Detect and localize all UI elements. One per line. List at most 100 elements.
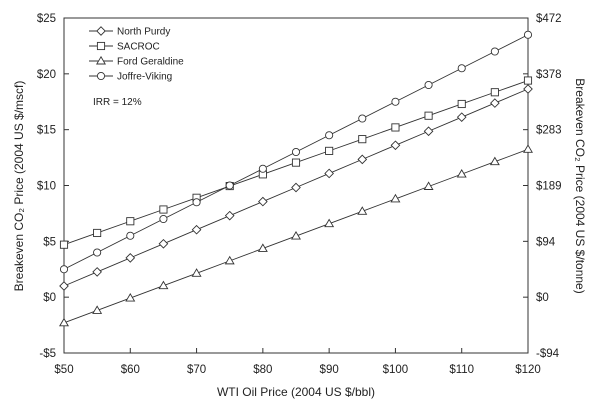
data-point-ford-geraldine: [158, 280, 169, 290]
y-tick-label: $10: [37, 181, 56, 193]
data-point-ford-geraldine: [523, 144, 533, 153]
legend-label-sacroc: SACROC: [117, 42, 160, 53]
data-point-ford-geraldine: [390, 193, 401, 203]
data-point-ford-geraldine: [92, 305, 103, 314]
irr-annotation: IRR = 12%: [93, 97, 142, 108]
legend-label-ford-geraldine: Ford Geraldine: [117, 57, 184, 68]
data-point-sacroc: [457, 99, 466, 109]
data-point-joffre-viking: [391, 97, 400, 106]
data-point-joffre-viking: [523, 30, 533, 39]
data-point-sacroc: [93, 228, 102, 238]
data-point-sacroc: [523, 76, 533, 85]
data-point-sacroc: [291, 158, 301, 167]
y-tick-label: $20: [37, 69, 56, 81]
x-axis-title: WTI Oil Price (2004 US $/bbl): [217, 385, 375, 399]
legend-marker-sacroc: [96, 41, 106, 51]
data-point-north-purdy: [59, 281, 69, 291]
data-point-sacroc: [391, 123, 400, 132]
data-point-joffre-viking: [126, 231, 135, 240]
y-tick-label: $0: [43, 292, 56, 304]
data-point-joffre-viking: [325, 131, 334, 140]
data-point-north-purdy: [423, 126, 434, 137]
series-ford-geraldine: [59, 144, 533, 327]
x-tick-label: $120: [515, 364, 541, 376]
data-point-joffre-viking: [192, 198, 201, 207]
data-point-joffre-viking: [159, 214, 168, 224]
data-point-ford-geraldine: [357, 206, 368, 215]
data-point-north-purdy: [92, 267, 102, 277]
data-point-joffre-viking: [258, 164, 267, 173]
y2-tick-label: $472: [536, 13, 562, 25]
y2-tick-label: $189: [536, 181, 562, 193]
data-point-joffre-viking: [93, 248, 102, 257]
x-tick-label: $70: [187, 364, 206, 376]
x-tick-label: $50: [54, 364, 73, 376]
data-point-north-purdy: [291, 182, 301, 193]
data-point-joffre-viking: [358, 114, 367, 123]
data-point-ford-geraldine: [291, 230, 301, 240]
y2-tick-label: -$94: [536, 348, 560, 360]
y-tick-label: $5: [43, 236, 56, 248]
data-point-sacroc: [490, 88, 499, 97]
data-point-ford-geraldine: [324, 218, 335, 228]
x-tick-label: $100: [383, 364, 409, 376]
data-point-ford-geraldine: [257, 243, 268, 252]
legend-label-north-purdy: North Purdy: [117, 27, 170, 38]
y2-axis-ticks: -$94 $0 $94 $189 $283 $378 $472: [523, 13, 562, 360]
data-point-sacroc: [126, 217, 135, 226]
data-point-north-purdy: [523, 84, 533, 94]
series-joffre-viking: [59, 30, 533, 274]
legend-marker-ford-geraldine: [96, 55, 106, 65]
data-point-joffre-viking: [424, 80, 433, 90]
data-point-sacroc: [358, 135, 367, 144]
data-point-north-purdy: [390, 140, 401, 151]
x-axis-ticks: $50 $60 $70 $80 $90 $100 $110 $120: [54, 348, 541, 376]
data-point-north-purdy: [224, 210, 235, 221]
data-point-north-purdy: [125, 253, 136, 263]
data-point-north-purdy: [357, 154, 368, 165]
data-point-north-purdy: [258, 196, 268, 207]
data-point-ford-geraldine: [423, 181, 434, 190]
data-point-joffre-viking: [457, 64, 466, 73]
data-point-north-purdy: [191, 224, 202, 235]
y-tick-label: $15: [37, 125, 56, 137]
y-axis-title: Breakeven CO₂ Price (2004 US $/mscf): [12, 81, 26, 292]
x-tick-label: $80: [253, 364, 272, 376]
data-point-ford-geraldine: [456, 169, 467, 178]
y2-tick-label: $94: [536, 236, 556, 248]
data-point-ford-geraldine: [125, 292, 136, 302]
y-tick-label: $25: [37, 13, 56, 25]
data-point-joffre-viking: [291, 147, 301, 157]
legend-label-joffre-viking: Joffre-Viking: [117, 72, 172, 83]
data-point-ford-geraldine: [59, 317, 69, 327]
data-point-north-purdy: [158, 238, 169, 249]
data-point-sacroc: [59, 240, 69, 249]
data-point-sacroc: [325, 146, 334, 155]
x-tick-label: $60: [121, 364, 140, 376]
data-point-ford-geraldine: [489, 156, 500, 166]
y-axis-ticks: -$5 $0 $5 $10 $15 $20 $25: [37, 13, 69, 360]
data-point-joffre-viking: [490, 47, 499, 56]
y2-tick-label: $378: [536, 69, 562, 81]
data-point-joffre-viking: [59, 265, 69, 274]
x-tick-label: $90: [320, 364, 339, 376]
series-north-purdy: [59, 84, 533, 291]
data-point-sacroc: [159, 205, 168, 214]
data-point-north-purdy: [490, 98, 500, 108]
y2-tick-label: $0: [536, 292, 549, 304]
data-point-north-purdy: [324, 168, 334, 179]
y-tick-label: -$5: [39, 348, 56, 360]
y2-tick-label: $283: [536, 125, 562, 137]
series-layer: [59, 30, 533, 327]
data-point-north-purdy: [456, 112, 467, 122]
legend-marker-north-purdy: [96, 26, 106, 36]
legend: North Purdy SACROC Ford Geraldine Joffre-Vi…: [89, 26, 184, 83]
y2-axis-title: Breakeven CO₂ Price (2004 US $/tonne): [573, 78, 587, 293]
data-point-ford-geraldine: [191, 268, 202, 277]
x-tick-label: $110: [449, 364, 474, 376]
data-point-sacroc: [424, 111, 433, 120]
data-point-joffre-viking: [225, 181, 234, 190]
data-point-ford-geraldine: [224, 255, 235, 265]
legend-marker-joffre-viking: [96, 71, 106, 81]
